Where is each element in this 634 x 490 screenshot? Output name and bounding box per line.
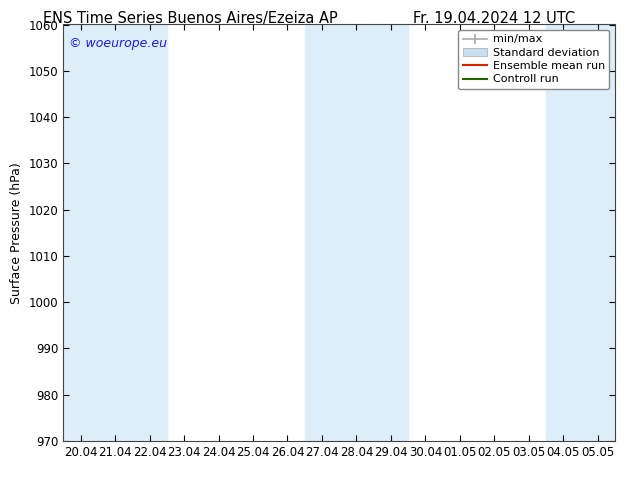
Text: Fr. 19.04.2024 12 UTC: Fr. 19.04.2024 12 UTC	[413, 11, 576, 26]
Bar	[305, 24, 408, 441]
Y-axis label: Surface Pressure (hPa): Surface Pressure (hPa)	[10, 162, 23, 304]
Text: © woeurope.eu: © woeurope.eu	[69, 37, 167, 50]
Text: ENS Time Series Buenos Aires/Ezeiza AP: ENS Time Series Buenos Aires/Ezeiza AP	[43, 11, 337, 26]
Bar	[63, 24, 167, 441]
Bar	[546, 24, 615, 441]
Legend: min/max, Standard deviation, Ensemble mean run, Controll run: min/max, Standard deviation, Ensemble me…	[458, 30, 609, 89]
